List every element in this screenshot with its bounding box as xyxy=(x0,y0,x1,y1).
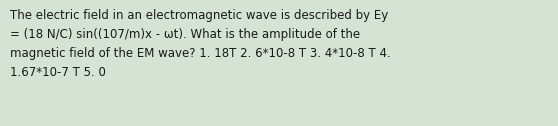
Text: The electric field in an electromagnetic wave is described by Ey
= (18 N/C) sin(: The electric field in an electromagnetic… xyxy=(10,9,391,79)
